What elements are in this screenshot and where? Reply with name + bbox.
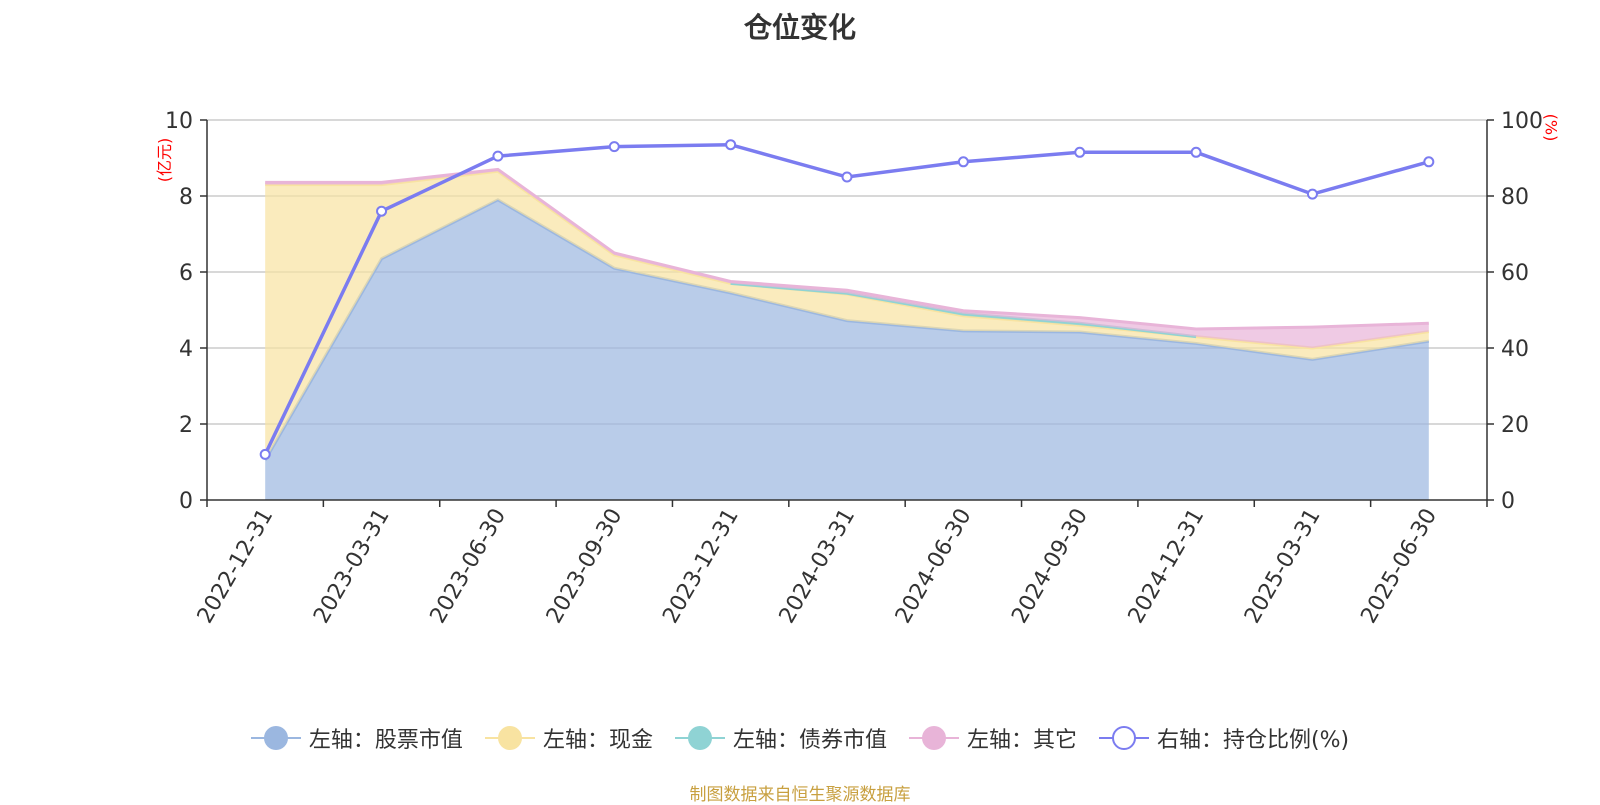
x-tick-label-2: 2023-06-30 [426, 504, 512, 627]
legend-marker-1 [484, 726, 535, 750]
legend-item-3[interactable]: 左轴：其它 [908, 722, 1077, 754]
position-ratio-point-1 [376, 205, 388, 217]
x-tick-label-3: 2023-09-30 [542, 505, 628, 628]
x-tick-label-6: 2024-06-30 [891, 505, 977, 628]
left-tick-label-1: 2 [179, 413, 193, 438]
area-0 [265, 199, 1429, 501]
legend-marker-2 [674, 726, 725, 750]
area-1 [265, 171, 1429, 461]
legend-marker-3 [908, 726, 959, 750]
area-3 [265, 169, 1429, 348]
legend-label-3: 左轴：其它 [966, 728, 1077, 753]
x-tick-label-0: 2022-12-31 [193, 505, 279, 628]
x-tick-label-5: 2024-03-31 [775, 505, 861, 628]
position-ratio-point-8 [1190, 146, 1202, 158]
position-ratio-point-6 [957, 156, 969, 168]
chart-legend[interactable]: 左轴：股票市值 左轴：现金 左轴：债券市值 左轴：其它 右轴：持仓比例(%) [0, 722, 1600, 754]
legend-label-0: 左轴：股票市值 [308, 728, 463, 753]
legend-marker-4 [1098, 726, 1149, 750]
legend-label-4: 右轴：持仓比例(%) [1156, 728, 1350, 753]
legend-label-1: 左轴：现金 [542, 728, 653, 753]
position-ratio-point-10 [1423, 156, 1435, 168]
position-ratio-point-2 [492, 150, 504, 162]
position-ratio-point-7 [1074, 146, 1086, 158]
x-tick-label-8: 2024-12-31 [1124, 505, 1210, 628]
legend-item-4[interactable]: 右轴：持仓比例(%) [1098, 722, 1350, 754]
x-tick-label-9: 2025-03-31 [1240, 505, 1326, 628]
chart-title: 仓位变化 [743, 11, 856, 44]
right-tick-label-5: 100 [1501, 109, 1543, 134]
legend-marker-0 [250, 726, 301, 750]
position-ratio-point-4 [725, 139, 737, 151]
legend-label-2: 左轴：债券市值 [732, 728, 887, 753]
legend-item-0[interactable]: 左轴：股票市值 [250, 722, 463, 754]
right-tick-label-1: 20 [1501, 413, 1529, 438]
left-tick-label-3: 6 [179, 261, 193, 286]
left-tick-label-2: 4 [179, 337, 193, 362]
right-tick-label-3: 60 [1501, 261, 1529, 286]
legend-item-1[interactable]: 左轴：现金 [484, 722, 653, 754]
right-tick-label-0: 0 [1501, 489, 1515, 514]
x-tick-label-10: 2025-06-30 [1356, 505, 1442, 628]
position-ratio-point-0 [259, 448, 271, 460]
position-ratio-point-5 [841, 171, 853, 183]
left-tick-label-5: 10 [165, 109, 193, 134]
right-tick-label-2: 40 [1501, 337, 1529, 362]
left-tick-label-0: 0 [179, 489, 193, 514]
data-source-note: 制图数据来自恒生聚源数据库 [689, 785, 911, 805]
x-tick-label-7: 2024-09-30 [1007, 505, 1093, 628]
left-tick-label-4: 8 [179, 185, 193, 210]
position-ratio-point-9 [1306, 188, 1318, 200]
right-tick-label-4: 80 [1501, 185, 1529, 210]
position-ratio-point-3 [608, 141, 620, 153]
x-tick-label-1: 2023-03-31 [309, 504, 395, 627]
x-tick-label-4: 2023-12-31 [658, 505, 744, 628]
legend-item-2[interactable]: 左轴：债券市值 [674, 722, 887, 754]
